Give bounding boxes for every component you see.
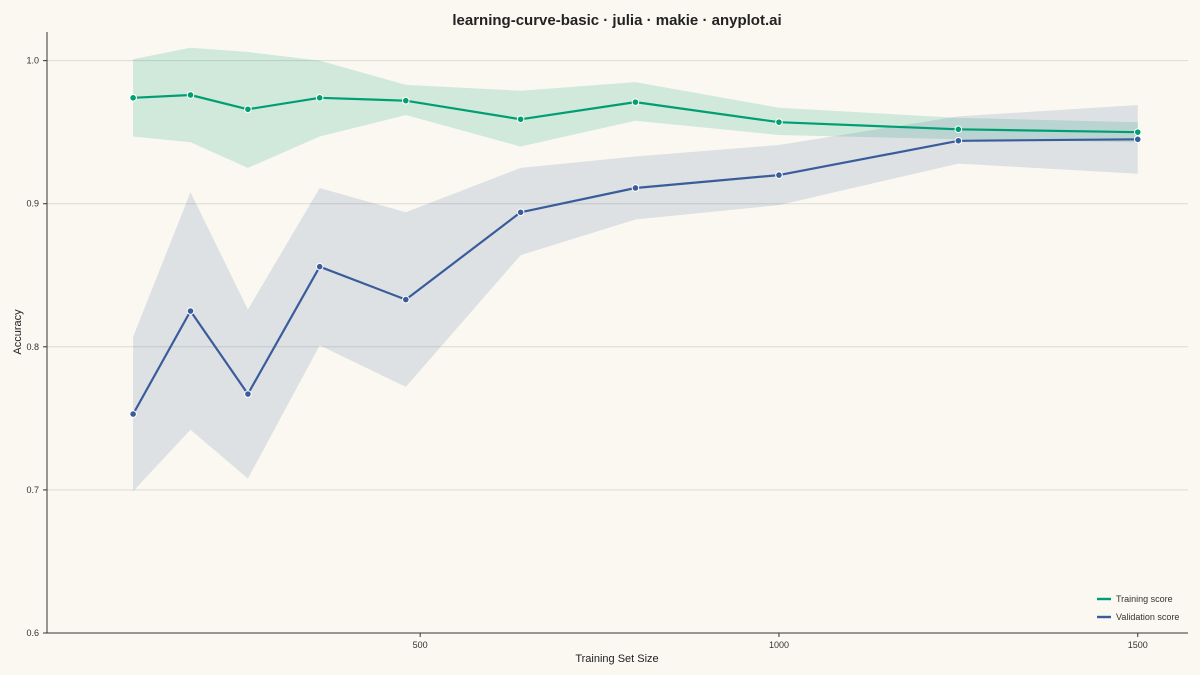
tick-layer: 0.6 0.7 0.8 0.9 1.0 500 1000 1500 xyxy=(26,56,1147,650)
x-tick-label: 500 xyxy=(413,640,428,650)
training-score-point xyxy=(129,94,137,102)
line-layer xyxy=(132,93,1138,415)
x-tick-label: 1500 xyxy=(1128,640,1148,650)
x-tick-label: 1000 xyxy=(769,640,789,650)
y-tick-label: 1.0 xyxy=(26,56,39,66)
training-score-line xyxy=(133,93,1138,134)
legend-item-training-score: Training score xyxy=(1097,594,1173,604)
y-tick-label: 0.7 xyxy=(26,485,39,495)
validation-score-band xyxy=(133,105,1138,492)
chart-title: learning-curve-basic · julia · makie · a… xyxy=(452,12,781,29)
validation-score-point xyxy=(954,136,963,145)
training-score-point xyxy=(315,94,324,102)
validation-score-point xyxy=(315,262,324,271)
validation-score-point xyxy=(186,307,195,315)
legend-item-validation-score: Validation score xyxy=(1097,612,1179,622)
training-score-point xyxy=(954,125,963,134)
y-tick-label: 0.8 xyxy=(26,342,39,352)
band-layer xyxy=(133,47,1138,492)
training-score-point xyxy=(402,96,410,105)
legend-label: Validation score xyxy=(1116,612,1179,622)
grid-layer xyxy=(47,60,1188,491)
y-axis-label: Accuracy xyxy=(12,309,24,355)
validation-score-point xyxy=(516,208,525,217)
legend-label: Training score xyxy=(1116,594,1173,604)
y-tick-label: 0.9 xyxy=(26,199,39,209)
training-score-point xyxy=(1133,128,1142,136)
training-score-point xyxy=(775,118,783,126)
y-tick-label: 0.6 xyxy=(26,628,39,638)
legend: Training score Validation score xyxy=(1097,594,1179,622)
validation-score-point xyxy=(1133,135,1142,144)
validation-score-line xyxy=(132,138,1138,415)
training-score-point xyxy=(244,105,252,114)
training-score-point xyxy=(186,91,195,99)
training-score-point xyxy=(631,98,640,106)
validation-score-point xyxy=(775,171,783,179)
validation-score-point xyxy=(402,295,410,304)
x-axis-label: Training Set Size xyxy=(575,653,658,665)
training-score-band xyxy=(133,47,1138,168)
validation-score-point xyxy=(244,390,252,398)
validation-score-point xyxy=(631,184,640,192)
validation-score-point xyxy=(129,410,137,418)
point-layer xyxy=(129,91,1142,418)
training-score-point xyxy=(516,115,525,124)
